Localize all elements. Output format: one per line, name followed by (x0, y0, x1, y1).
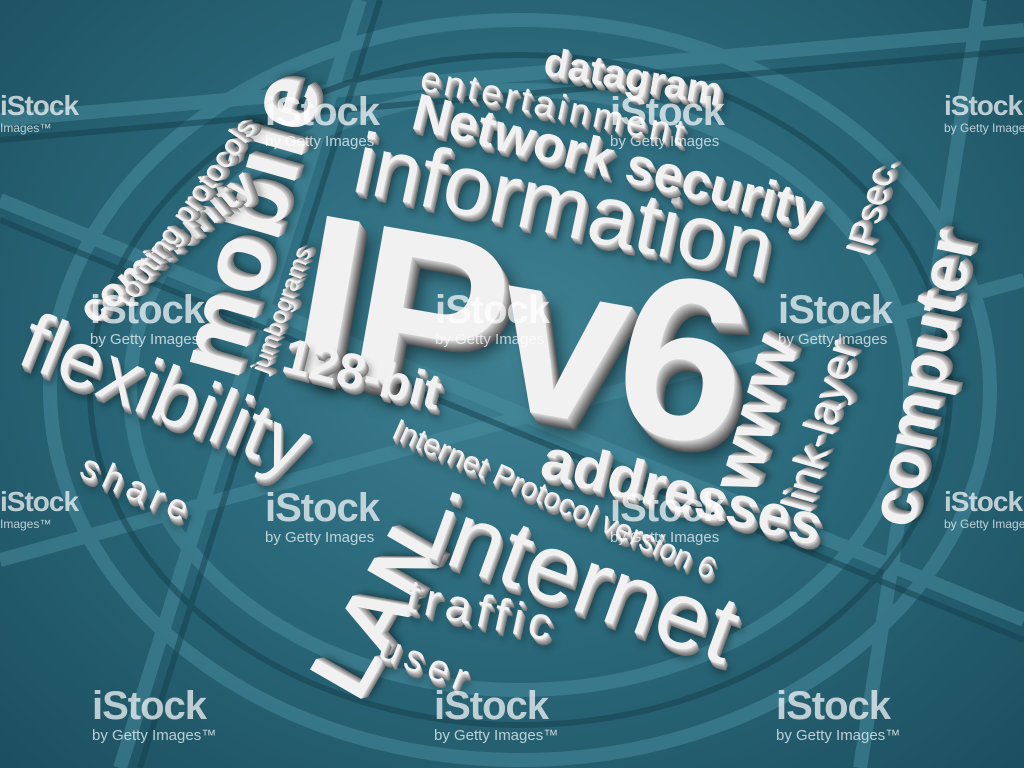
watermark-logo: iStock (265, 486, 380, 530)
watermark-logo: iStock (0, 486, 79, 517)
watermark-sub: by Getty Images™ (434, 727, 559, 744)
watermark-lower-center-right: iStock by Getty Images (610, 486, 725, 546)
watermark-sub: Images™ (0, 517, 52, 531)
watermark-sub: by Getty Images (778, 331, 888, 348)
watermark-sub: Images™ (0, 121, 52, 135)
watermark-top-right: iStock by Getty Images (610, 90, 725, 150)
watermark-logo: iStock (610, 486, 725, 530)
watermark-sub: by Getty Images (610, 529, 720, 546)
watermark-logo: iStock (265, 90, 380, 134)
watermark-bottom-center: iStock by Getty Images™ (434, 686, 558, 743)
watermark-middle-center: iStock by Getty Images (435, 288, 550, 348)
watermark-bottom-left: iStock by Getty Images™ (92, 686, 216, 743)
watermark-sub: by Getty Images (944, 517, 1024, 531)
watermark-logo: iStock (0, 90, 79, 121)
watermark-logo: iStock (435, 288, 550, 332)
watermark-sub: by Getty Images (265, 133, 375, 150)
watermark-lower-center-left: iStock by Getty Images (265, 486, 380, 546)
watermark-logo: iStock (610, 90, 725, 134)
watermark-sub: by Getty Images (90, 331, 200, 348)
watermark-sub: by Getty Images™ (92, 727, 217, 744)
watermark-middle-left: iStock by Getty Images (90, 288, 205, 348)
watermark-middle-right: iStock by Getty Images (778, 288, 893, 348)
watermark-sub: by Getty Images™ (776, 727, 901, 744)
watermark-logo: iStock (92, 684, 207, 728)
watermark-lower-left: iStock Images™ (0, 486, 79, 531)
watermark-logo: iStock (776, 684, 891, 728)
watermark-sub: by Getty Images (610, 133, 720, 150)
watermark-logo: iStock (90, 288, 205, 332)
watermark-top-edge-right: iStock by Getty Images (944, 90, 1024, 135)
watermark-bottom-right: iStock by Getty Images™ (776, 686, 900, 743)
watermark-top-center: iStock by Getty Images (265, 90, 380, 150)
watermark-logo: iStock (944, 90, 1023, 121)
watermark-sub: by Getty Images (265, 529, 375, 546)
watermark-logo: iStock (944, 486, 1023, 517)
watermark-top-left: iStock Images™ (0, 90, 79, 135)
watermark-sub: by Getty Images (944, 121, 1024, 135)
watermark-lower-edge-right: iStock by Getty Images (944, 486, 1024, 531)
watermark-logo: iStock (434, 684, 549, 728)
watermark-logo: iStock (778, 288, 893, 332)
watermark-sub: by Getty Images (435, 331, 545, 348)
